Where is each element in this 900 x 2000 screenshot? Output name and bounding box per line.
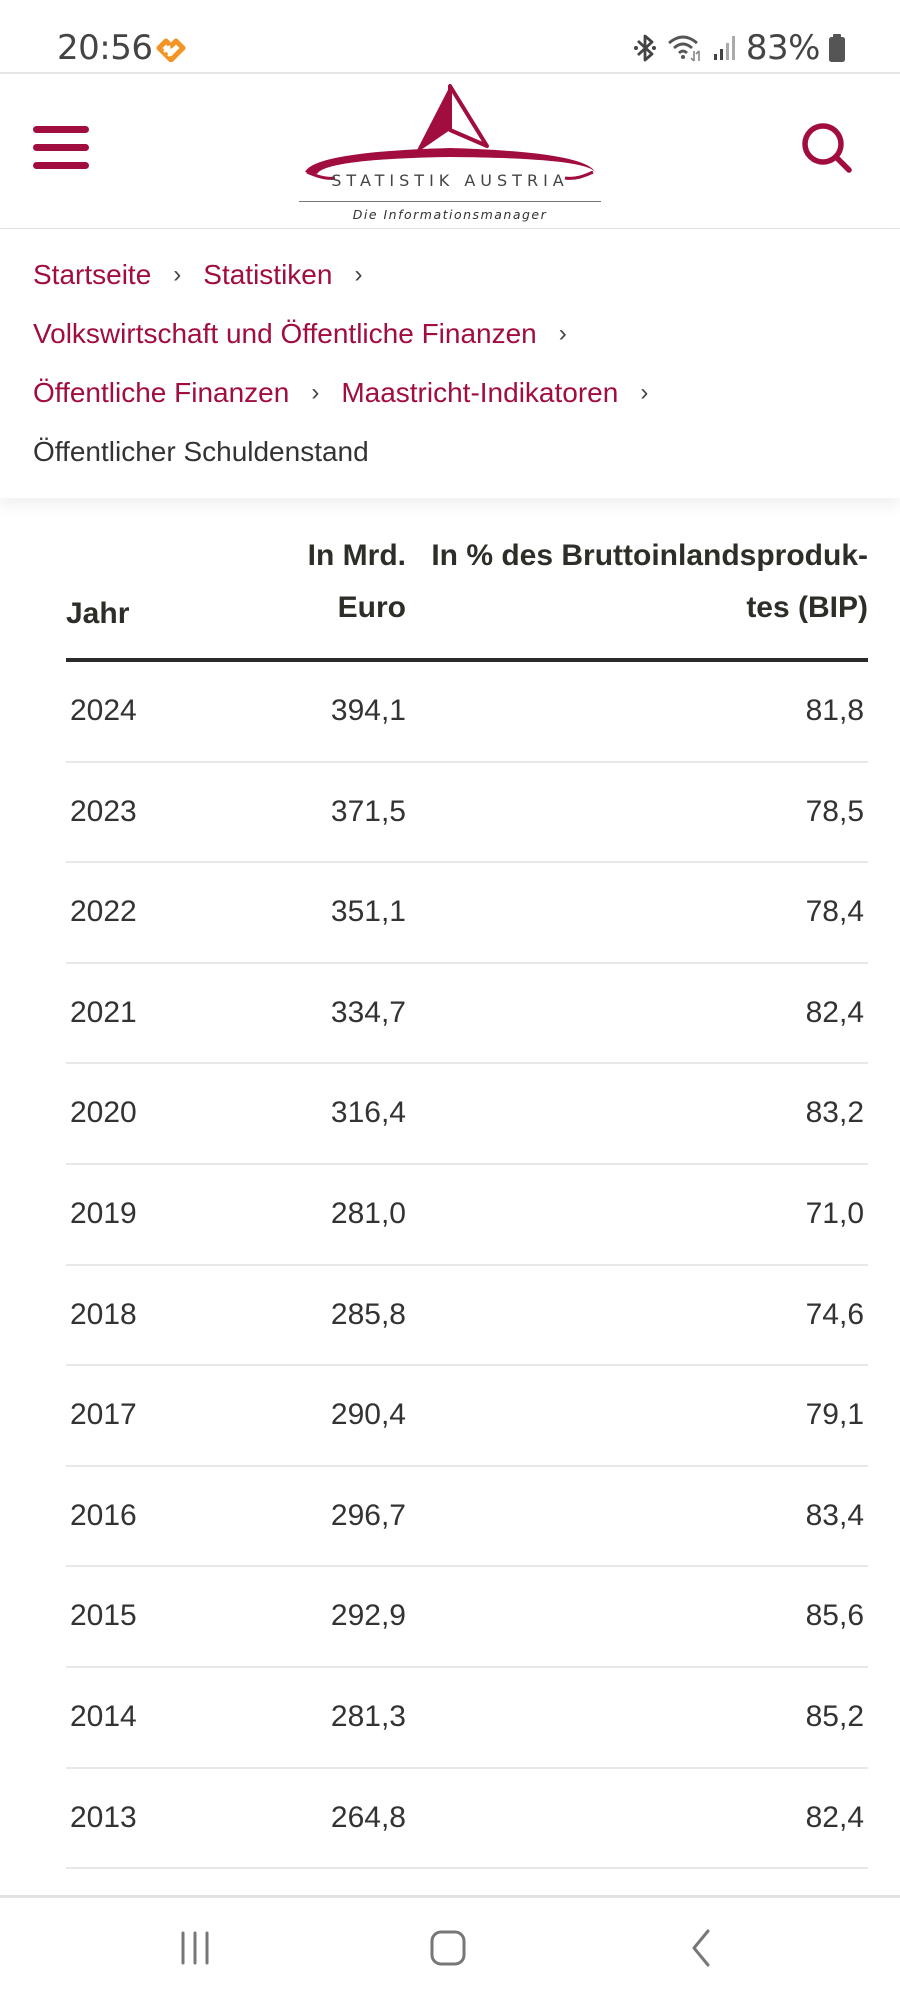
back-icon[interactable] [680, 1918, 720, 1978]
cell-year: 2013 [70, 1800, 137, 1834]
breadcrumb-line: Volkswirtschaft und Öffentliche Finanzen… [33, 314, 589, 354]
header-mrd-euro: In Mrd. Euro [196, 530, 406, 634]
cell-year: 2014 [70, 1699, 137, 1733]
chevron-right-icon: › [640, 379, 649, 406]
cell-year: 2015 [70, 1599, 137, 1633]
table-row: 2021 334,7 82,4 [66, 964, 868, 1065]
table-row: 2017 290,4 79,1 [66, 1366, 868, 1467]
chevron-right-icon: › [311, 379, 320, 406]
table-row: 2014 281,3 85,2 [66, 1668, 868, 1769]
breadcrumb-link-statistiken[interactable]: Statistiken [203, 259, 333, 290]
debt-table: Jahr In Mrd. Euro In % des Bruttoinlands… [66, 520, 868, 1870]
cell-year: 2019 [70, 1196, 137, 1230]
cell-mrd-euro: 316,4 [330, 1096, 406, 1130]
system-nav-bar [0, 1895, 900, 2000]
breadcrumb: Startseite › Statistiken › Volkswirtscha… [0, 230, 900, 498]
cell-pct-bip: 74,6 [805, 1297, 864, 1331]
header-pct-line2: tes (BIP) [746, 591, 868, 624]
recent-apps-glyph [181, 1931, 209, 1965]
header-year: Jahr [66, 597, 130, 630]
cell-mrd-euro: 285,8 [330, 1297, 406, 1331]
breadcrumb-line: Öffentlicher Schuldenstand [33, 432, 369, 472]
breadcrumb-link-maastricht-indikatoren[interactable]: Maastricht-Indikatoren [341, 377, 619, 408]
table-header: Jahr In Mrd. Euro In % des Bruttoinlands… [66, 520, 868, 662]
cell-year: 2022 [70, 895, 137, 929]
table-row: 2024 394,1 81,8 [66, 662, 868, 763]
cell-year: 2017 [70, 1398, 137, 1432]
cell-mrd-euro: 264,8 [330, 1800, 406, 1834]
table-row: 2015 292,9 85,6 [66, 1567, 868, 1668]
chevron-right-icon: › [558, 320, 567, 347]
cell-mrd-euro: 296,7 [330, 1498, 406, 1532]
battery-icon [829, 34, 845, 62]
cell-year: 2016 [70, 1498, 137, 1532]
cell-pct-bip: 82,4 [805, 995, 864, 1029]
table-body: 2024 394,1 81,8 2023 371,5 78,5 2022 351,1 78,4 2… [66, 662, 868, 1870]
site-header: STATISTIK AUSTRIA Die Informationsmanage… [0, 76, 900, 229]
table-row: 2016 296,7 83,4 [66, 1467, 868, 1568]
cell-pct-bip: 78,4 [805, 895, 864, 929]
header-pct-bip: In % des Bruttoinlandsproduk- tes (BIP) [368, 530, 868, 634]
cell-year: 2023 [70, 794, 137, 828]
status-icons: 83% [632, 28, 846, 68]
chevron-right-icon: › [354, 261, 363, 288]
table-row: 2020 316,4 83,2 [66, 1064, 868, 1165]
cell-mrd-euro: 334,7 [330, 995, 406, 1029]
signal-icon [713, 36, 735, 60]
hamburger-menu-icon[interactable] [30, 126, 92, 176]
table-row: 2018 285,8 74,6 [66, 1266, 868, 1367]
table-row: 2023 371,5 78,5 [66, 763, 868, 864]
table-row: 2022 351,1 78,4 [66, 863, 868, 964]
cell-mrd-euro: 290,4 [330, 1398, 406, 1432]
cell-pct-bip: 81,8 [805, 694, 864, 727]
cell-mrd-euro: 371,5 [330, 794, 406, 828]
logo-title: STATISTIK AUSTRIA [331, 171, 569, 190]
breadcrumb-current: Öffentlicher Schuldenstand [33, 436, 369, 467]
breadcrumb-line: Öffentliche Finanzen › Maastricht-Indika… [33, 373, 670, 413]
cell-mrd-euro: 281,3 [330, 1699, 406, 1733]
status-bar: 20:56 83% [0, 0, 900, 74]
home-glyph [430, 1930, 466, 1966]
table-row: 2019 281,0 71,0 [66, 1165, 868, 1266]
cell-mrd-euro: 394,1 [330, 694, 406, 727]
status-time: 20:56 [57, 28, 153, 68]
cell-pct-bip: 82,4 [805, 1800, 864, 1834]
search-icon[interactable] [795, 116, 861, 182]
logo-mark [305, 84, 595, 180]
cell-mrd-euro: 281,0 [330, 1196, 406, 1230]
home-icon[interactable] [420, 1918, 476, 1978]
logo-subtitle: Die Informationsmanager [352, 207, 548, 222]
breadcrumb-link-oeffentliche-finanzen[interactable]: Öffentliche Finanzen [33, 377, 290, 408]
cell-pct-bip: 83,2 [805, 1096, 864, 1130]
health-heart-icon [156, 38, 186, 62]
cell-year: 2020 [70, 1096, 137, 1130]
back-glyph [692, 1929, 710, 1967]
cell-pct-bip: 85,6 [805, 1599, 864, 1633]
cell-mrd-euro: 351,1 [330, 895, 406, 929]
cell-year: 2018 [70, 1297, 137, 1331]
battery-percent: 83% [745, 28, 821, 68]
cell-pct-bip: 85,2 [805, 1699, 864, 1733]
cell-year: 2024 [70, 694, 137, 727]
wifi-icon [668, 35, 700, 62]
statistik-austria-logo[interactable]: STATISTIK AUSTRIA Die Informationsmanage… [295, 84, 605, 224]
cell-year: 2021 [70, 995, 137, 1029]
recent-apps-icon[interactable] [170, 1918, 220, 1978]
cell-pct-bip: 79,1 [805, 1398, 864, 1432]
header-mrd-line1: In Mrd. [307, 539, 406, 572]
table-row: 2013 264,8 82,4 [66, 1769, 868, 1870]
cell-mrd-euro: 292,9 [330, 1599, 406, 1633]
cell-pct-bip: 83,4 [805, 1498, 864, 1532]
cell-pct-bip: 78,5 [805, 794, 864, 828]
header-pct-line1: In % des Bruttoinlandsproduk- [431, 539, 868, 572]
header-mrd-line2: Euro [337, 591, 406, 624]
bluetooth-icon [633, 34, 656, 62]
breadcrumb-link-startseite[interactable]: Startseite [33, 259, 152, 290]
chevron-right-icon: › [173, 261, 182, 288]
breadcrumb-line: Startseite › Statistiken › [33, 255, 384, 295]
cell-pct-bip: 71,0 [805, 1196, 864, 1230]
logo-divider [299, 201, 601, 202]
breadcrumb-link-volkswirtschaft[interactable]: Volkswirtschaft und Öffentliche Finanzen [33, 318, 537, 349]
